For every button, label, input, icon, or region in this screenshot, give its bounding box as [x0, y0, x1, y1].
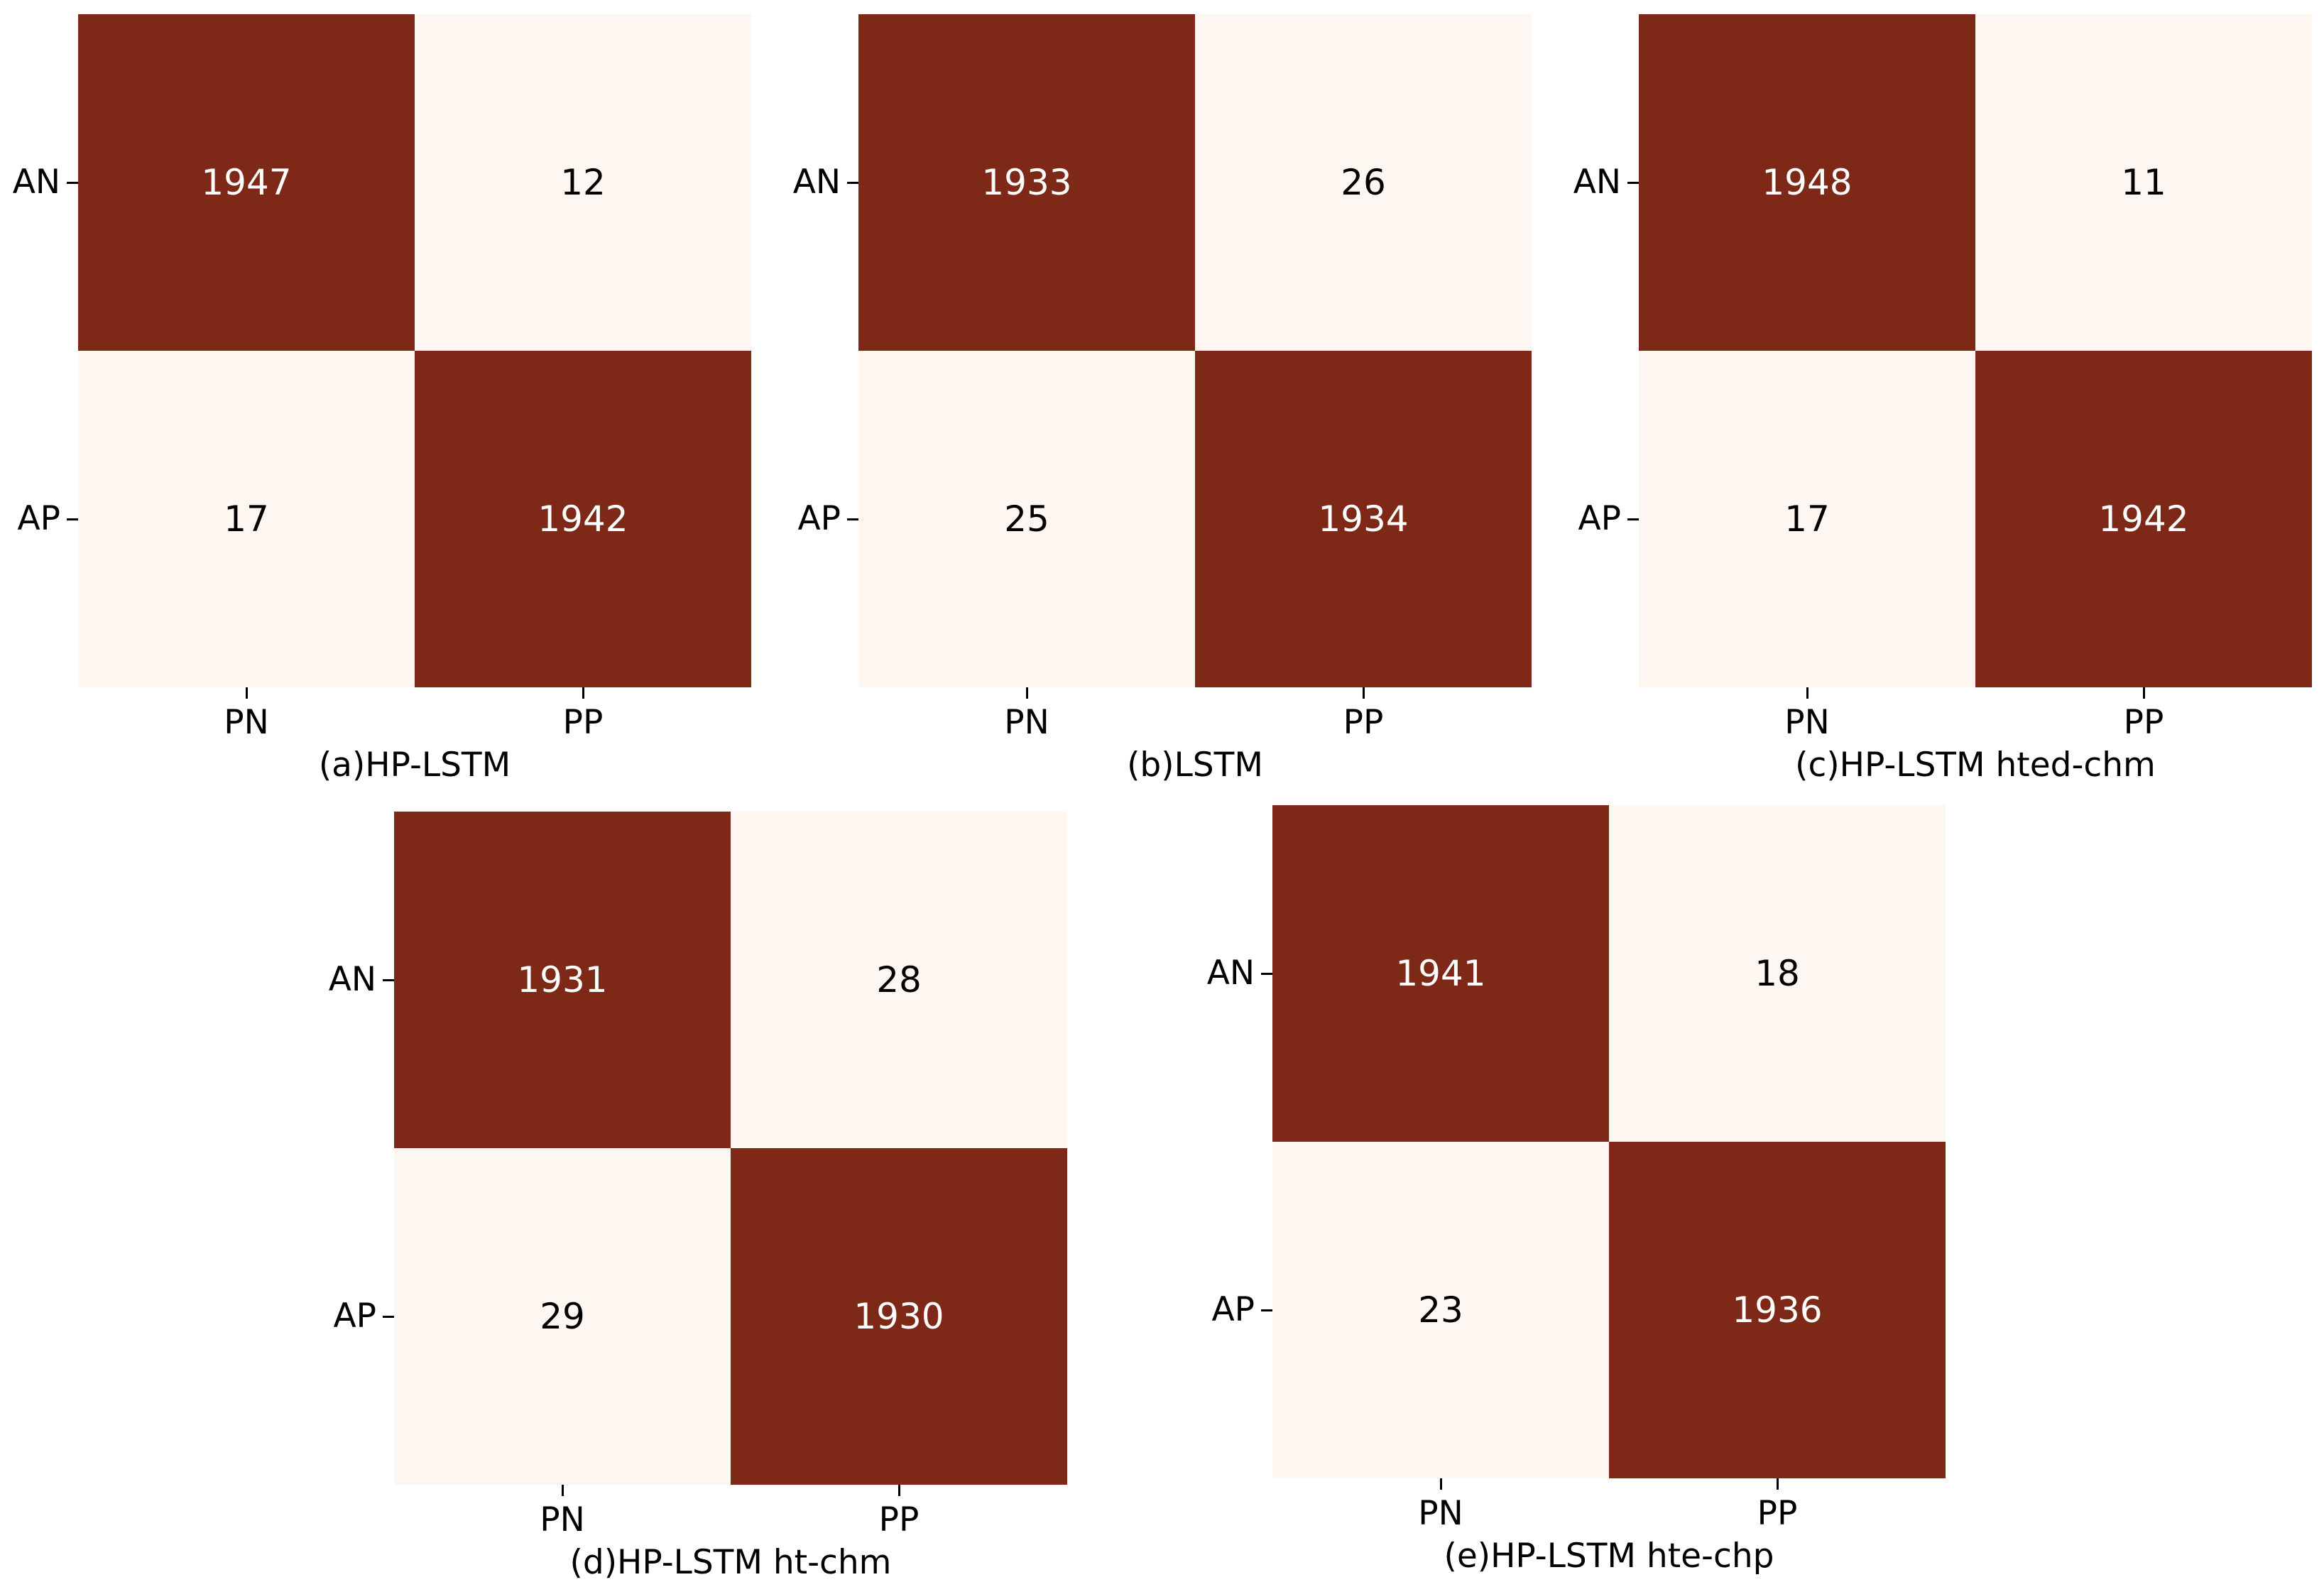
y-tick-label: AN	[328, 960, 376, 999]
matrix-cell: 1941	[1272, 805, 1609, 1142]
y-tick-label: AN	[792, 163, 841, 202]
matrix-cell: 17	[78, 351, 415, 687]
y-tick-label: AP	[797, 499, 841, 538]
matrix-cell: 1930	[731, 1148, 1067, 1485]
x-tick-label: PN	[1004, 703, 1049, 742]
y-tick-mark	[1627, 182, 1639, 184]
x-tick-label: PP	[1757, 1494, 1798, 1533]
x-tick-label: PP	[1343, 703, 1384, 742]
y-tick-mark	[383, 979, 394, 981]
y-tick-mark	[1261, 1309, 1272, 1311]
y-tick-mark	[67, 182, 78, 184]
matrix-cell: 12	[415, 14, 751, 351]
matrix-cell: 28	[731, 812, 1067, 1148]
matrix-cell: 26	[1195, 14, 1532, 351]
matrix-cell: 29	[394, 1148, 731, 1485]
matrix-cell: 1942	[1975, 351, 2312, 687]
matrix-cell: 25	[858, 351, 1195, 687]
x-tick-label: PN	[540, 1500, 585, 1539]
panel-caption: (b)LSTM	[1127, 746, 1263, 785]
matrix-cell: 17	[1639, 351, 1975, 687]
x-tick-mark	[1363, 687, 1365, 699]
y-tick-label: AP	[1578, 499, 1622, 538]
x-tick-label: PP	[562, 703, 604, 742]
y-tick-mark	[383, 1316, 394, 1318]
y-tick-mark	[67, 518, 78, 520]
x-tick-mark	[246, 687, 248, 699]
y-tick-label: AP	[17, 499, 61, 538]
y-tick-label: AN	[1206, 954, 1255, 993]
x-tick-label: PP	[2123, 703, 2164, 742]
x-tick-mark	[1806, 687, 1809, 699]
x-tick-label: PN	[224, 703, 269, 742]
panel-caption: (a)HP-LSTM	[318, 746, 511, 785]
panel-caption: (e)HP-LSTM hte-chp	[1444, 1537, 1774, 1576]
matrix-cell: 1931	[394, 812, 731, 1148]
matrix-cell: 1933	[858, 14, 1195, 351]
y-tick-label: AN	[12, 163, 60, 202]
x-tick-mark	[1777, 1478, 1779, 1490]
panel-caption: (d)HP-LSTM ht-chm	[569, 1543, 892, 1582]
y-tick-label: AP	[333, 1297, 377, 1336]
x-tick-mark	[2143, 687, 2145, 699]
matrix-cell: 18	[1609, 805, 1946, 1142]
confusion-matrix: 1933 26 25 1934	[858, 14, 1532, 687]
x-tick-mark	[898, 1485, 900, 1496]
panel-caption: (c)HP-LSTM hted-chm	[1795, 746, 2156, 785]
matrix-cell: 1942	[415, 351, 751, 687]
x-tick-label: PP	[878, 1500, 920, 1539]
y-tick-mark	[1627, 518, 1639, 520]
x-tick-mark	[582, 687, 584, 699]
x-tick-label: PN	[1418, 1494, 1463, 1533]
matrix-cell: 11	[1975, 14, 2312, 351]
confusion-matrix: 1947 12 17 1942	[78, 14, 751, 687]
matrix-cell: 1934	[1195, 351, 1532, 687]
confusion-matrix: 1931 28 29 1930	[394, 812, 1067, 1485]
y-tick-mark	[847, 518, 858, 520]
y-tick-mark	[1261, 973, 1272, 975]
x-tick-mark	[1440, 1478, 1442, 1490]
y-tick-mark	[847, 182, 858, 184]
x-tick-label: PN	[1784, 703, 1830, 742]
matrix-cell: 1936	[1609, 1142, 1946, 1478]
x-tick-mark	[562, 1485, 564, 1496]
confusion-matrix: 1941 18 23 1936	[1272, 805, 1946, 1478]
matrix-cell: 1948	[1639, 14, 1975, 351]
matrix-cell: 1947	[78, 14, 415, 351]
confusion-matrix: 1948 11 17 1942	[1639, 14, 2312, 687]
y-tick-label: AN	[1573, 163, 1621, 202]
matrix-cell: 23	[1272, 1142, 1609, 1478]
x-tick-mark	[1026, 687, 1028, 699]
y-tick-label: AP	[1211, 1290, 1255, 1329]
